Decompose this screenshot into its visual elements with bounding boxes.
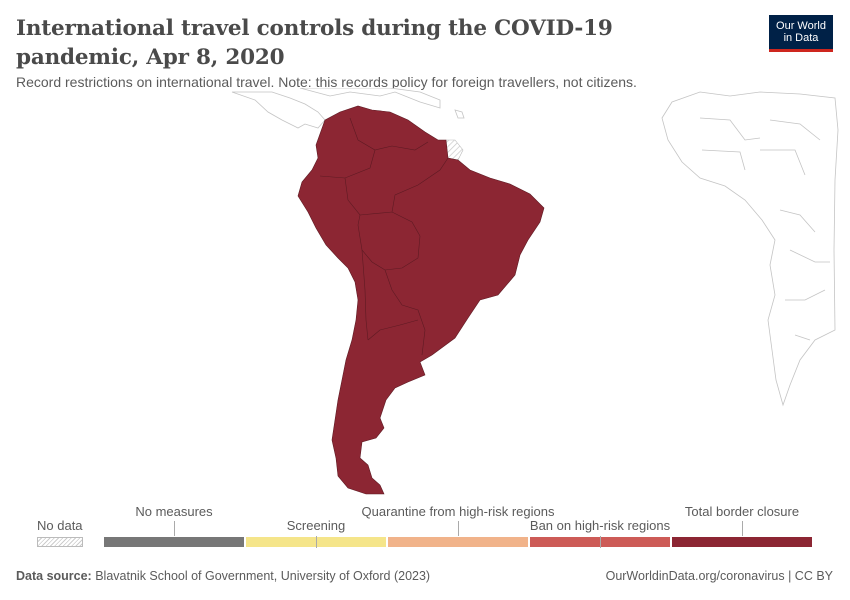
central-america-outline bbox=[231, 88, 465, 129]
chart-subtitle: Record restrictions on international tra… bbox=[16, 74, 637, 90]
french-guiana-nodata[interactable] bbox=[445, 139, 464, 161]
chart-title: International travel controls during the… bbox=[16, 16, 613, 70]
legend-tick bbox=[458, 521, 459, 536]
legend-tick bbox=[600, 536, 601, 548]
logo-line-1: Our World bbox=[776, 20, 826, 32]
data-source-text[interactable]: Blavatnik School of Government, Universi… bbox=[95, 569, 431, 583]
legend-label-ban: Ban on high-risk regions bbox=[529, 518, 671, 533]
africa-outline bbox=[661, 91, 839, 407]
legend-tick bbox=[174, 521, 175, 536]
legend-bin-no-measures[interactable] bbox=[103, 536, 245, 548]
legend-label-quarantine: Quarantine from high-risk regions bbox=[361, 504, 555, 519]
legend-tick bbox=[316, 536, 317, 548]
data-source-label: Data source: bbox=[16, 569, 92, 583]
data-source: Data source: Blavatnik School of Governm… bbox=[16, 569, 430, 583]
legend-label-no-measures: No measures bbox=[135, 504, 213, 519]
logo-line-2: in Data bbox=[783, 32, 819, 44]
legend-label-total-closure: Total border closure bbox=[684, 504, 800, 519]
map-legend: No data No measures Screening Quarantine… bbox=[0, 498, 850, 558]
legend-bin-quarantine[interactable] bbox=[387, 536, 529, 548]
legend-no-data-label: No data bbox=[37, 518, 83, 533]
legend-no-data-swatch[interactable] bbox=[37, 537, 83, 547]
legend-tick bbox=[742, 521, 743, 536]
owid-logo[interactable]: Our World in Data bbox=[769, 15, 833, 52]
choropleth-map[interactable] bbox=[0, 88, 850, 496]
legend-label-screening: Screening bbox=[286, 518, 346, 533]
footer-link[interactable]: OurWorldinData.org/coronavirus | CC BY bbox=[605, 569, 833, 583]
legend-bin-total-closure[interactable] bbox=[671, 536, 813, 548]
south-america-countries[interactable] bbox=[297, 105, 545, 495]
